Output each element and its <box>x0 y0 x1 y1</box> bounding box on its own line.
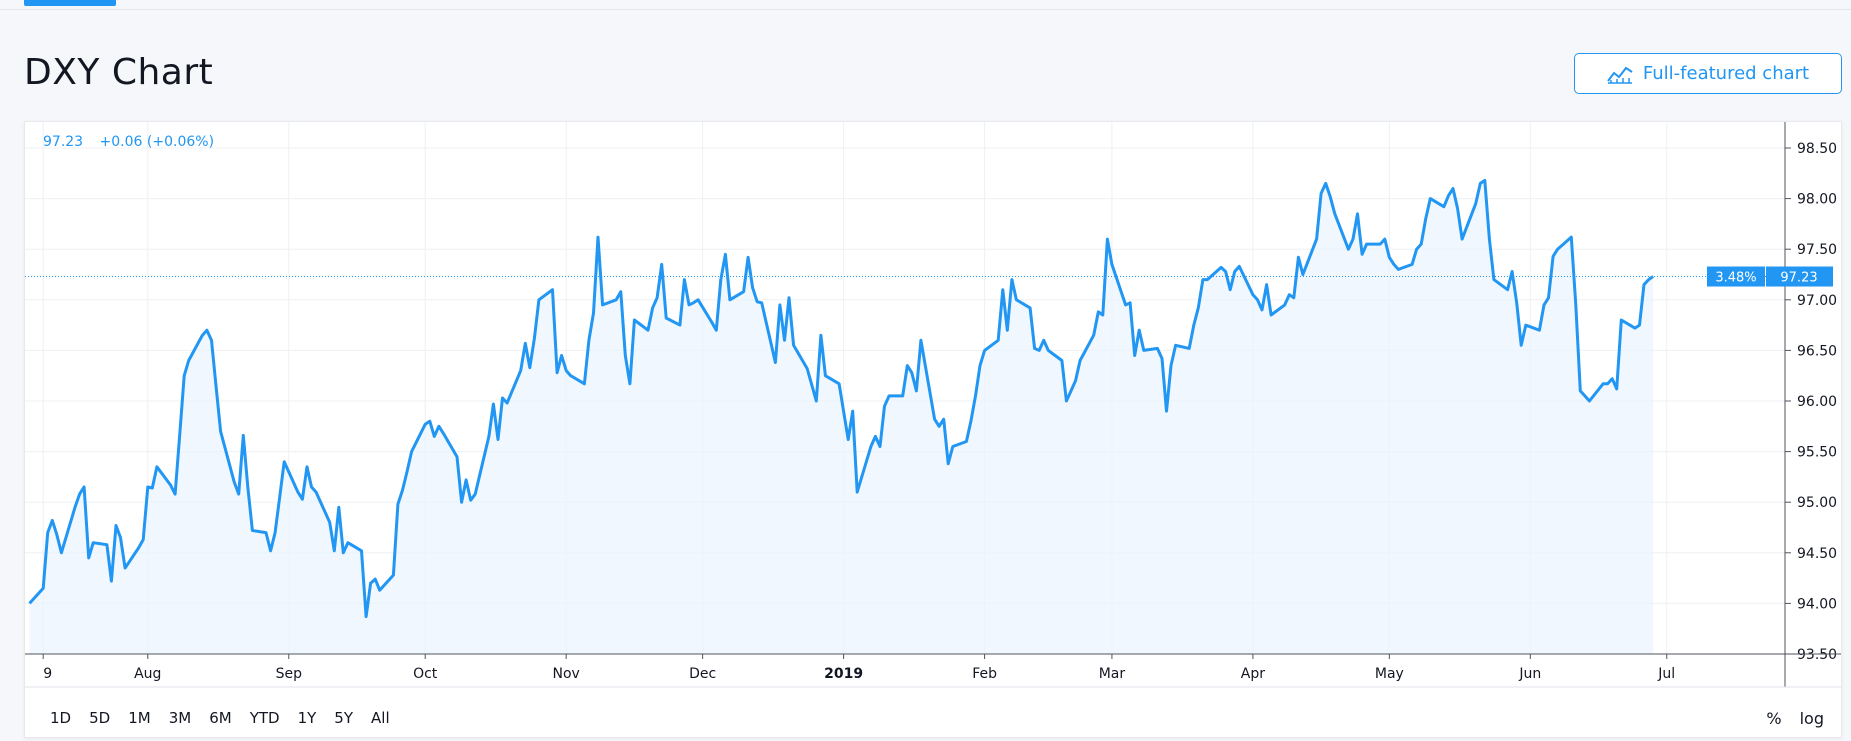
y-axis[interactable]: 93.50 94.00 94.50 95.00 95.50 96.00 96.50 97.00… <box>1784 122 1837 687</box>
x-tick-label: Apr <box>1241 666 1265 682</box>
x-tick-label: Dec <box>689 666 716 682</box>
x-tick-label: Aug <box>134 666 161 682</box>
x-tick-label: May <box>1375 666 1404 682</box>
top-tab-strip <box>0 0 1851 10</box>
chart-container[interactable]: 93.50 94.00 94.50 95.00 95.50 96.00 96.50 97.00… <box>24 121 1842 738</box>
percent-badge-text: 3.48% <box>1715 271 1756 286</box>
active-tab-indicator <box>24 0 116 6</box>
x-tick-label: Oct <box>413 666 438 682</box>
x-tick-label: 9 <box>43 666 52 682</box>
full-featured-chart-button[interactable]: Full-featured chart <box>1574 53 1842 94</box>
x-tick-label: Jul <box>1657 666 1675 682</box>
price-header: 97.23 +0.06 (+0.06%) <box>43 134 226 150</box>
range-5d-button[interactable]: 5D <box>89 709 111 727</box>
x-tick-label: Jun <box>1518 666 1541 682</box>
range-ytd-button[interactable]: YTD <box>249 709 280 727</box>
range-1y-button[interactable]: 1Y <box>297 709 317 727</box>
y-tick-label: 94.50 <box>1797 546 1837 562</box>
range-1d-button[interactable]: 1D <box>50 709 72 727</box>
page-title: DXY Chart <box>24 52 214 93</box>
price-chart[interactable]: 93.50 94.00 94.50 95.00 95.50 96.00 96.50 97.00… <box>25 122 1842 738</box>
x-axis[interactable]: 9 Aug Sep Oct Nov Dec 2019 Feb Mar Apr May Jun Jul <box>25 653 1842 688</box>
range-all-button[interactable]: All <box>371 709 390 727</box>
x-tick-label: Nov <box>553 666 580 682</box>
last-price-badge: 3.48% 97.23 <box>1707 266 1833 287</box>
y-tick-label: 94.00 <box>1797 596 1837 612</box>
y-tick-label: 98.50 <box>1797 141 1837 157</box>
y-tick-label: 98.00 <box>1797 192 1837 208</box>
last-price: 97.23 <box>43 134 84 150</box>
range-selector: 1D 5D 1M 3M 6M YTD 1Y 5Y All <box>41 705 399 731</box>
price-change: +0.06 (+0.06%) <box>99 134 215 150</box>
y-tick-label: 97.00 <box>1797 293 1837 309</box>
y-tick-label: 96.00 <box>1797 394 1837 410</box>
y-tick-label: 95.50 <box>1797 445 1837 461</box>
chart-line-icon <box>1607 66 1633 84</box>
range-1m-button[interactable]: 1M <box>128 709 151 727</box>
y-tick-label: 95.00 <box>1797 495 1837 511</box>
x-tick-label: 2019 <box>824 666 863 682</box>
percent-scale-button[interactable]: % <box>1766 709 1782 728</box>
price-badge-text: 97.23 <box>1780 271 1817 286</box>
x-tick-label: Feb <box>972 666 997 682</box>
range-5y-button[interactable]: 5Y <box>334 709 354 727</box>
x-tick-label: Mar <box>1099 666 1126 682</box>
price-badge-bg <box>1766 266 1833 287</box>
y-tick-label: 97.50 <box>1797 242 1837 258</box>
log-scale-button[interactable]: log <box>1799 709 1824 728</box>
area-fill <box>29 180 1654 654</box>
percent-badge-bg <box>1707 266 1765 287</box>
full-featured-chart-label: Full-featured chart <box>1642 63 1810 84</box>
y-tick-label: 96.50 <box>1797 343 1837 359</box>
scale-options: % log <box>1757 705 1833 732</box>
x-tick-label: Sep <box>276 666 303 682</box>
price-line <box>28 178 1654 619</box>
y-tick-label: 93.50 <box>1797 647 1837 663</box>
range-3m-button[interactable]: 3M <box>168 709 192 727</box>
range-6m-button[interactable]: 6M <box>209 709 232 727</box>
